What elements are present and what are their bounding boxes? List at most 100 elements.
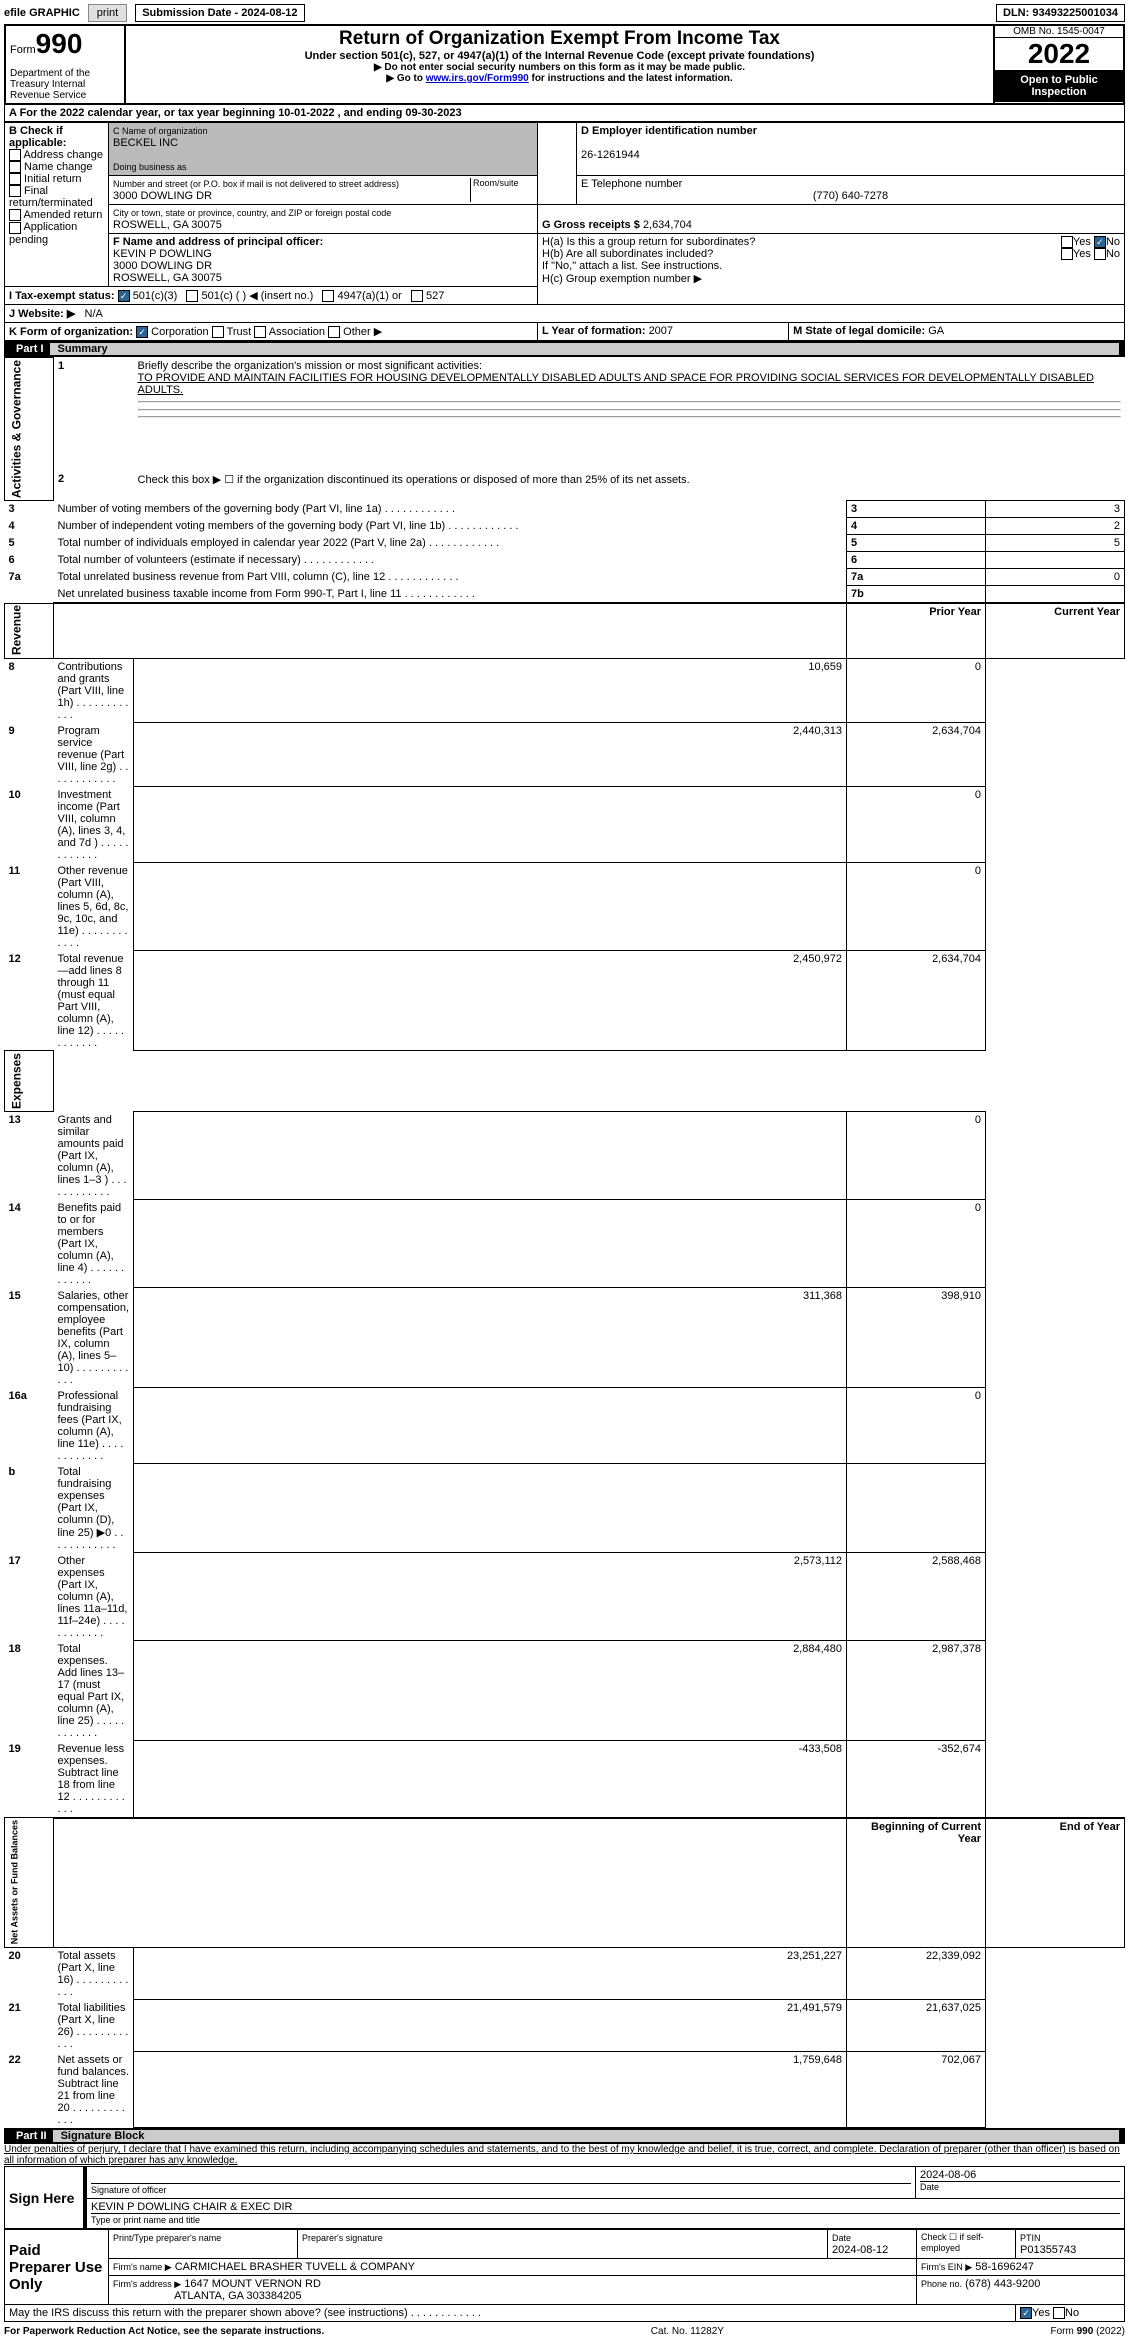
firm-addr-label: Firm's address ▶ <box>113 2279 181 2289</box>
Ha-label: H(a) Is this a group return for subordin… <box>542 236 755 248</box>
M-value: GA <box>928 325 944 337</box>
phone-value: (770) 640-7278 <box>581 190 1120 202</box>
summary-line: Total number of individuals employed in … <box>54 535 847 552</box>
entity-info-table: B Check if applicable: Address change Na… <box>4 122 1125 341</box>
phone-label: E Telephone number <box>581 178 682 190</box>
officerF-label: F Name and address of principal officer: <box>113 236 323 248</box>
footer-left: For Paperwork Reduction Act Notice, see … <box>4 2326 324 2337</box>
submission-date: Submission Date - 2024-08-12 <box>135 4 304 22</box>
firm-addr2: ATLANTA, GA 303384205 <box>174 2290 301 2302</box>
efile-label: efile GRAPHIC <box>4 7 80 19</box>
prep-sig-label: Preparer's signature <box>302 2233 383 2243</box>
top-toolbar: efile GRAPHIC print Submission Date - 20… <box>4 4 1125 22</box>
summary-line: Net assets or fund balances. Subtract li… <box>54 2052 134 2128</box>
vlabel-exp: Expenses <box>5 1051 54 1112</box>
J-label: J Website: ▶ <box>9 308 75 320</box>
vlabel-gov: Activities & Governance <box>5 358 54 501</box>
omb-label: OMB No. 1545-0047 <box>995 26 1123 38</box>
summary-line: Professional fundraising fees (Part IX, … <box>54 1388 134 1464</box>
gross-value: 2,634,704 <box>643 219 692 231</box>
firm-name-label: Firm's name ▶ <box>113 2262 172 2272</box>
col-prior: Prior Year <box>929 606 981 618</box>
room-label: Room/suite <box>470 178 533 202</box>
officer-name: KEVIN P DOWLING <box>113 248 212 260</box>
checkB-box[interactable] <box>9 161 21 173</box>
K-other-box[interactable] <box>328 326 340 338</box>
firm-phone-label: Phone no. <box>921 2279 962 2289</box>
Ha-no-box[interactable]: ✓ <box>1094 236 1106 248</box>
form-note1: ▶ Do not enter social security numbers o… <box>130 62 989 73</box>
col-begin: Beginning of Current Year <box>871 1821 981 1845</box>
summary-line: Benefits paid to or for members (Part IX… <box>54 1200 134 1288</box>
prep-name-label: Print/Type preparer's name <box>113 2233 221 2243</box>
checkB-box[interactable] <box>9 173 21 185</box>
I-501c3-box[interactable]: ✓ <box>118 290 130 302</box>
Ha-yes-box[interactable] <box>1061 236 1073 248</box>
summary-line: Total liabilities (Part X, line 26) <box>54 2000 134 2052</box>
Hb-no-box[interactable] <box>1094 248 1106 260</box>
M-label: M State of legal domicile: <box>793 325 928 337</box>
checkB-box[interactable] <box>9 185 21 197</box>
summary-line: Contributions and grants (Part VIII, lin… <box>54 658 134 723</box>
discuss-no-box[interactable] <box>1053 2307 1065 2319</box>
part2-header: Part II Signature Block <box>4 2128 1125 2144</box>
I-4947-box[interactable] <box>322 290 334 302</box>
K-trust-box[interactable] <box>212 326 224 338</box>
period-line: A For the 2022 calendar year, or tax yea… <box>4 105 1125 122</box>
dba-label: Doing business as <box>113 162 187 172</box>
summary-line: Total assets (Part X, line 16) <box>54 1947 134 2000</box>
K-corp-box[interactable]: ✓ <box>136 326 148 338</box>
gross-label: G Gross receipts $ <box>542 219 640 231</box>
sig-officer-label: Signature of officer <box>91 2185 166 2195</box>
check-self: Check ☐ if self-employed <box>917 2230 1016 2259</box>
part2-num: Part II <box>10 2130 53 2142</box>
street-label: Number and street (or P.O. box if mail i… <box>113 179 399 189</box>
part1-name: Summary <box>50 343 1119 355</box>
prep-date-label: Date <box>832 2233 851 2243</box>
nameC-label: C Name of organization <box>113 126 208 136</box>
summary-line: Other revenue (Part VIII, column (A), li… <box>54 863 134 951</box>
I-527-box[interactable] <box>411 290 423 302</box>
preparer-table: Paid Preparer Use Only Print/Type prepar… <box>4 2229 1125 2322</box>
q2-label: Check this box ▶ ☐ if the organization d… <box>134 471 1125 500</box>
form-number: 990 <box>36 28 83 59</box>
summary-line: Total expenses. Add lines 13–17 (must eq… <box>54 1641 134 1741</box>
K-assoc-box[interactable] <box>254 326 266 338</box>
summary-line: Revenue less expenses. Subtract line 18 … <box>54 1741 134 1818</box>
irs-link[interactable]: www.irs.gov/Form990 <box>426 73 529 84</box>
checkB-box[interactable] <box>9 209 21 221</box>
summary-line: Salaries, other compensation, employee b… <box>54 1288 134 1388</box>
footer-right: Form 990 (2022) <box>1051 2326 1125 2337</box>
ein-value: 26-1261944 <box>581 149 640 161</box>
L-label: L Year of formation: <box>542 325 649 337</box>
discuss-yes-box[interactable]: ✓ <box>1020 2307 1032 2319</box>
discuss-label: May the IRS discuss this return with the… <box>5 2305 1016 2322</box>
name-title: KEVIN P DOWLING CHAIR & EXEC DIR <box>91 2201 1120 2214</box>
firm-ein-label: Firm's EIN ▶ <box>921 2262 972 2272</box>
footer-mid: Cat. No. 11282Y <box>651 2326 724 2337</box>
officer-addr1: 3000 DOWLING DR <box>113 260 212 272</box>
I-501c-box[interactable] <box>186 290 198 302</box>
dept-label: Department of the Treasury Internal Reve… <box>10 68 120 101</box>
summary-line: Total fundraising expenses (Part IX, col… <box>54 1464 134 1553</box>
org-name: BECKEL INC <box>113 137 178 149</box>
part2-name: Signature Block <box>53 2130 1119 2142</box>
print-button[interactable]: print <box>88 4 127 22</box>
form-title: Return of Organization Exempt From Incom… <box>130 28 989 50</box>
page-footer: For Paperwork Reduction Act Notice, see … <box>4 2326 1125 2337</box>
paid-prep-label: Paid Preparer Use Only <box>5 2230 109 2305</box>
checkB-box[interactable] <box>9 149 21 161</box>
summary-line: Total revenue—add lines 8 through 11 (mu… <box>54 951 134 1051</box>
officer-addr2: ROSWELL, GA 30075 <box>113 272 222 284</box>
summary-line: Program service revenue (Part VIII, line… <box>54 723 134 787</box>
Hb-yes-box[interactable] <box>1061 248 1073 260</box>
firm-ein: 58-1696247 <box>975 2261 1034 2273</box>
checkB-box[interactable] <box>9 222 21 234</box>
summary-line: Number of voting members of the governin… <box>54 501 847 518</box>
Hb-label: H(b) Are all subordinates included? <box>542 248 713 260</box>
firm-name: CARMICHAEL BRASHER TUVELL & COMPANY <box>175 2261 415 2273</box>
checkB-label: B Check if applicable: <box>9 125 66 149</box>
website-value: N/A <box>85 308 103 320</box>
sign-here-label: Sign Here <box>5 2167 86 2229</box>
K-label: K Form of organization: <box>9 326 133 338</box>
